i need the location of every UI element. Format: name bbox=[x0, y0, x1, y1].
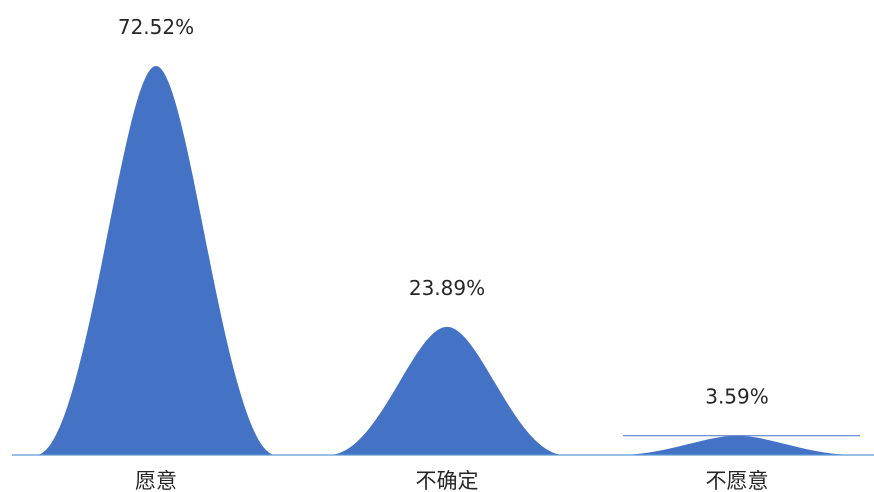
peak-3 bbox=[617, 435, 857, 455]
category-label-3: 不愿意 bbox=[706, 469, 769, 492]
data-label-2: 23.89% bbox=[409, 276, 485, 300]
category-label-1: 愿意 bbox=[135, 469, 177, 492]
data-label-3: 3.59% bbox=[705, 385, 769, 409]
data-label-1: 72.52% bbox=[118, 15, 194, 39]
peak-2 bbox=[329, 326, 565, 455]
peak-1 bbox=[36, 66, 276, 455]
labels-layer: 72.52% 愿意 23.89% 不确定 3.59% 不愿意 bbox=[118, 15, 769, 492]
peaks-layer bbox=[36, 66, 860, 455]
category-label-2: 不确定 bbox=[416, 469, 479, 492]
